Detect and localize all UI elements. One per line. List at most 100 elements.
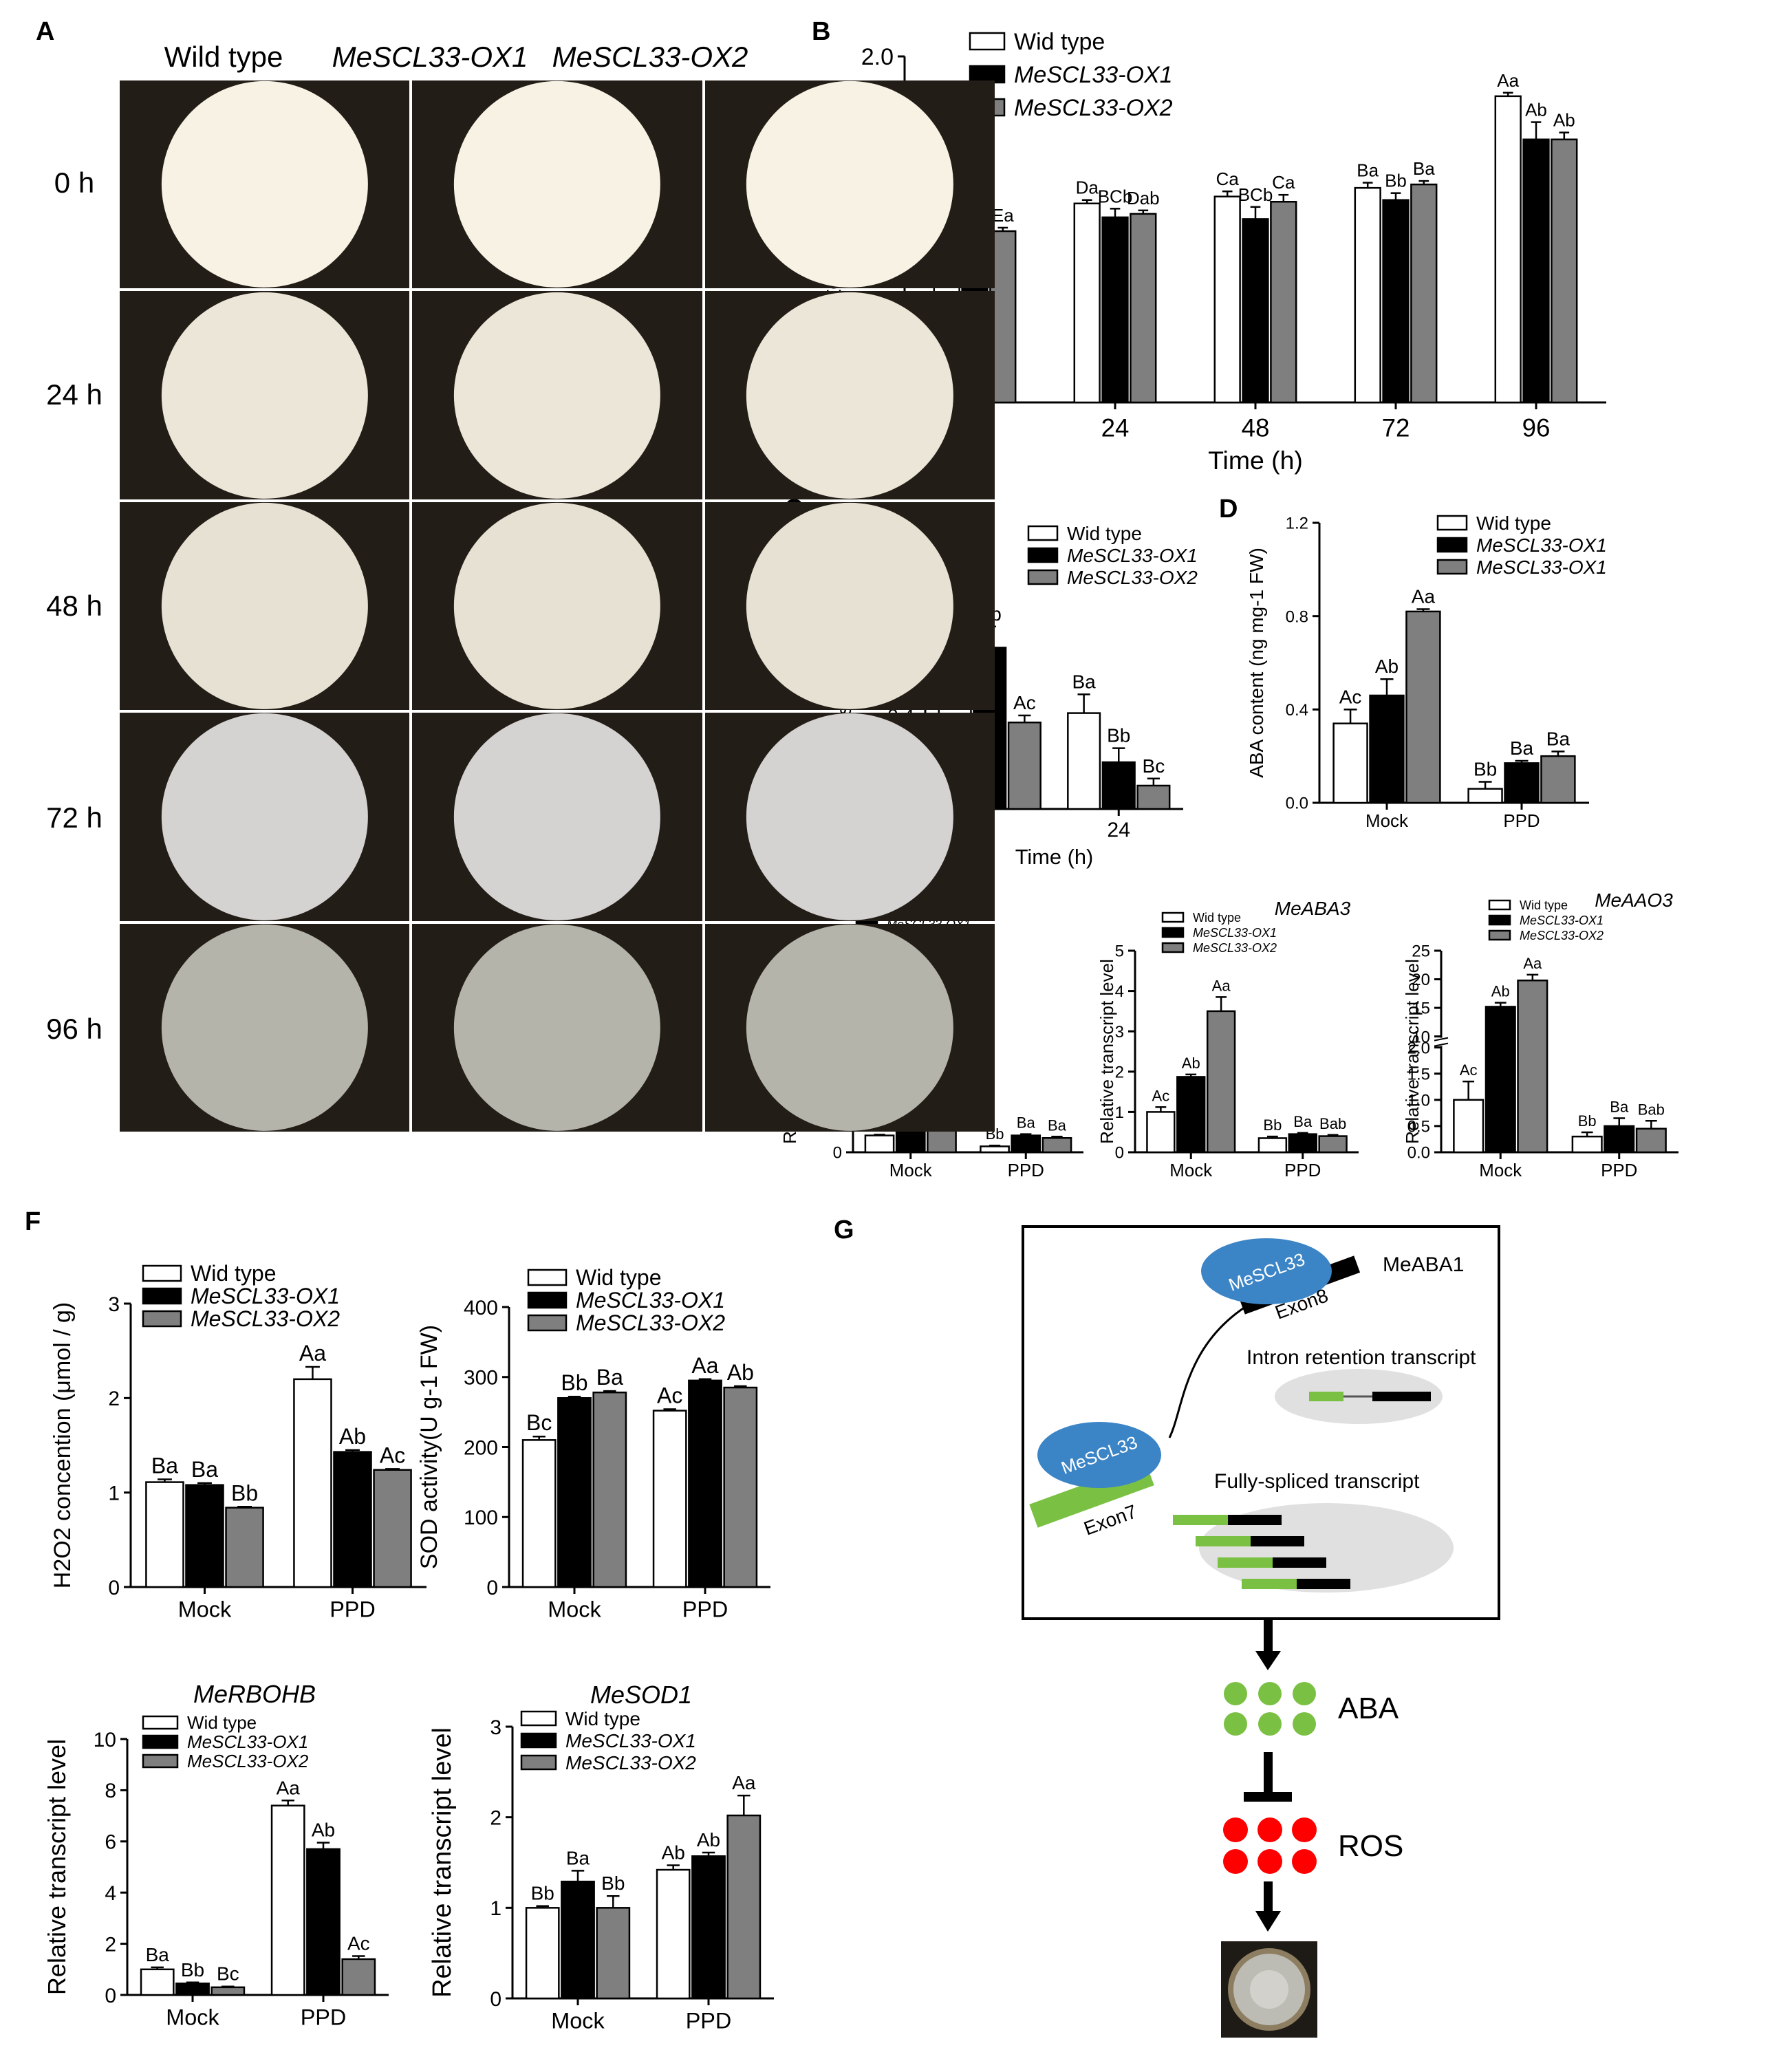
legend-swatch [1436,559,1468,575]
bar [723,1386,758,1588]
legend-swatch [142,1753,179,1769]
bar [1504,762,1540,804]
chart-title: MeAAO3 [1595,889,1673,911]
bar [561,1880,595,2000]
bar [1485,1006,1516,1154]
y-tick-label: 0 [833,1144,842,1163]
chart-f-h2o2: 0 1 2 3 Mock Ba Ba Bb PPD Aa Ab Ac H2O2 concention (… [50,1261,427,1622]
data-label: BCb [1098,186,1133,206]
bar [592,1391,627,1588]
panel-letter-b: B [812,17,830,46]
legend-label: MeSCL33-OX2 [576,1310,725,1335]
aba-dot [1258,1712,1282,1736]
bar [525,1907,560,2000]
ros-label: ROS [1338,1829,1403,1863]
data-label: Ab [339,1424,366,1449]
data-label: Bc [526,1410,552,1435]
arrow-shaft-2 [1264,1881,1273,1912]
legend-swatch [969,32,1006,51]
legend-label: MeSCL33-OX2 [1520,929,1604,942]
legend-swatch [1436,537,1468,553]
tuber-slice [746,713,953,920]
legend-swatch [1488,914,1511,926]
data-label: Ab [727,1360,754,1385]
legend-swatch [142,1264,182,1282]
data-label: Ab [1375,656,1399,677]
y-tick-label: 0 [486,1577,498,1599]
bar [210,1986,246,1996]
x-axis-label: Time (h) [1208,446,1303,475]
tuber-slice [161,713,368,920]
y-tick-label: 400 [464,1297,498,1319]
ros-dot [1223,1817,1248,1842]
bar [1522,138,1550,404]
tuber-slice [453,713,661,920]
ros-dot [1257,1849,1282,1874]
data-label: Ba [1048,1116,1067,1134]
legend-label: MeSCL33-OX2 [1067,567,1198,588]
legend-label: Wid type [576,1265,661,1290]
fs-exon8-4 [1297,1579,1350,1589]
y-tick-label: 2.0 [1407,1039,1430,1057]
legend-label: MeSCL33-OX1 [565,1730,696,1751]
y-axis-label: SOD activity(U g-1 FW) [416,1325,442,1569]
data-label: Ab [662,1842,685,1863]
y-tick-label: 2 [1115,1063,1124,1081]
y-tick-label: 3 [108,1293,120,1316]
x-tick-label: PPD [330,1597,376,1622]
y-axis-label: Relative transcript level [1097,959,1117,1144]
row-label-24h: 24 h [46,378,102,411]
chart-f-sod-activity: 0 100 200 300 400 Mock Bc Bb Ba PPD Ac Aa Ab SOD acti… [416,1265,770,1622]
y-tick-label: 10 [1412,1028,1430,1046]
x-tick-label: PPD [1284,1161,1321,1180]
legend-swatch [1488,929,1511,941]
bar [1453,1099,1485,1154]
chart-title: MeRBOHB [193,1680,316,1708]
fs-exon8-1 [1228,1515,1282,1525]
tuber-slice [746,924,953,1131]
x-tick-label: Mock [1479,1161,1522,1180]
inhibit-bar [1244,1792,1292,1802]
aba-dot [1224,1712,1247,1736]
x-tick-label: 96 [1522,413,1551,442]
y-tick-label: 1.2 [1286,515,1308,533]
tuber-slice [161,292,368,499]
data-label: Ba [151,1453,178,1478]
y-tick-label: 0.4 [1286,701,1308,720]
chart-e-meaao3: 0.0 0.5 1.0 1.5 2.010 15 20 25 Mock Ac Ab Aa PPD Bb Ba… [1402,889,1678,1180]
tuber-photo-cell [412,713,702,921]
legend-swatch [520,1754,557,1771]
y-tick-label: 1 [490,1897,501,1920]
data-label: Ac [1339,686,1362,707]
legend-label: MeSCL33-OX1 [1476,557,1607,578]
data-label: Bab [1638,1101,1665,1118]
bar [1206,1010,1236,1154]
arrow-head-2 [1255,1911,1281,1932]
legend-label: MeSCL33-OX2 [187,1751,309,1771]
axis-break-mark [1434,1037,1449,1042]
bar [1242,218,1269,404]
y-tick-label: 3 [490,1716,501,1739]
bar [1073,202,1101,404]
legend-swatch [1161,927,1185,938]
tuber-slice [161,502,368,710]
data-label: Ca [1216,169,1240,189]
bar [140,1968,175,1996]
data-label: Ac [347,1932,370,1954]
bar [341,1958,376,1996]
bar [980,1145,1010,1154]
y-tick-label: 300 [464,1367,498,1390]
tuber-photo-cell [120,713,410,921]
y-tick-label: 2 [108,1388,120,1410]
bar [656,1868,691,2000]
ros-dot [1223,1849,1248,1874]
fully-spliced-ellipse [1199,1503,1454,1593]
x-tick-label: 72 [1382,413,1410,442]
meaba1-gene-label: MeABA1 [1383,1253,1464,1276]
bar [1101,761,1136,810]
tuber-photo-cell [120,291,410,499]
data-label: Ba [1072,671,1097,692]
data-label: Ab [312,1820,335,1841]
bar [373,1469,412,1588]
y-tick-label: 1.0 [1407,1091,1430,1110]
